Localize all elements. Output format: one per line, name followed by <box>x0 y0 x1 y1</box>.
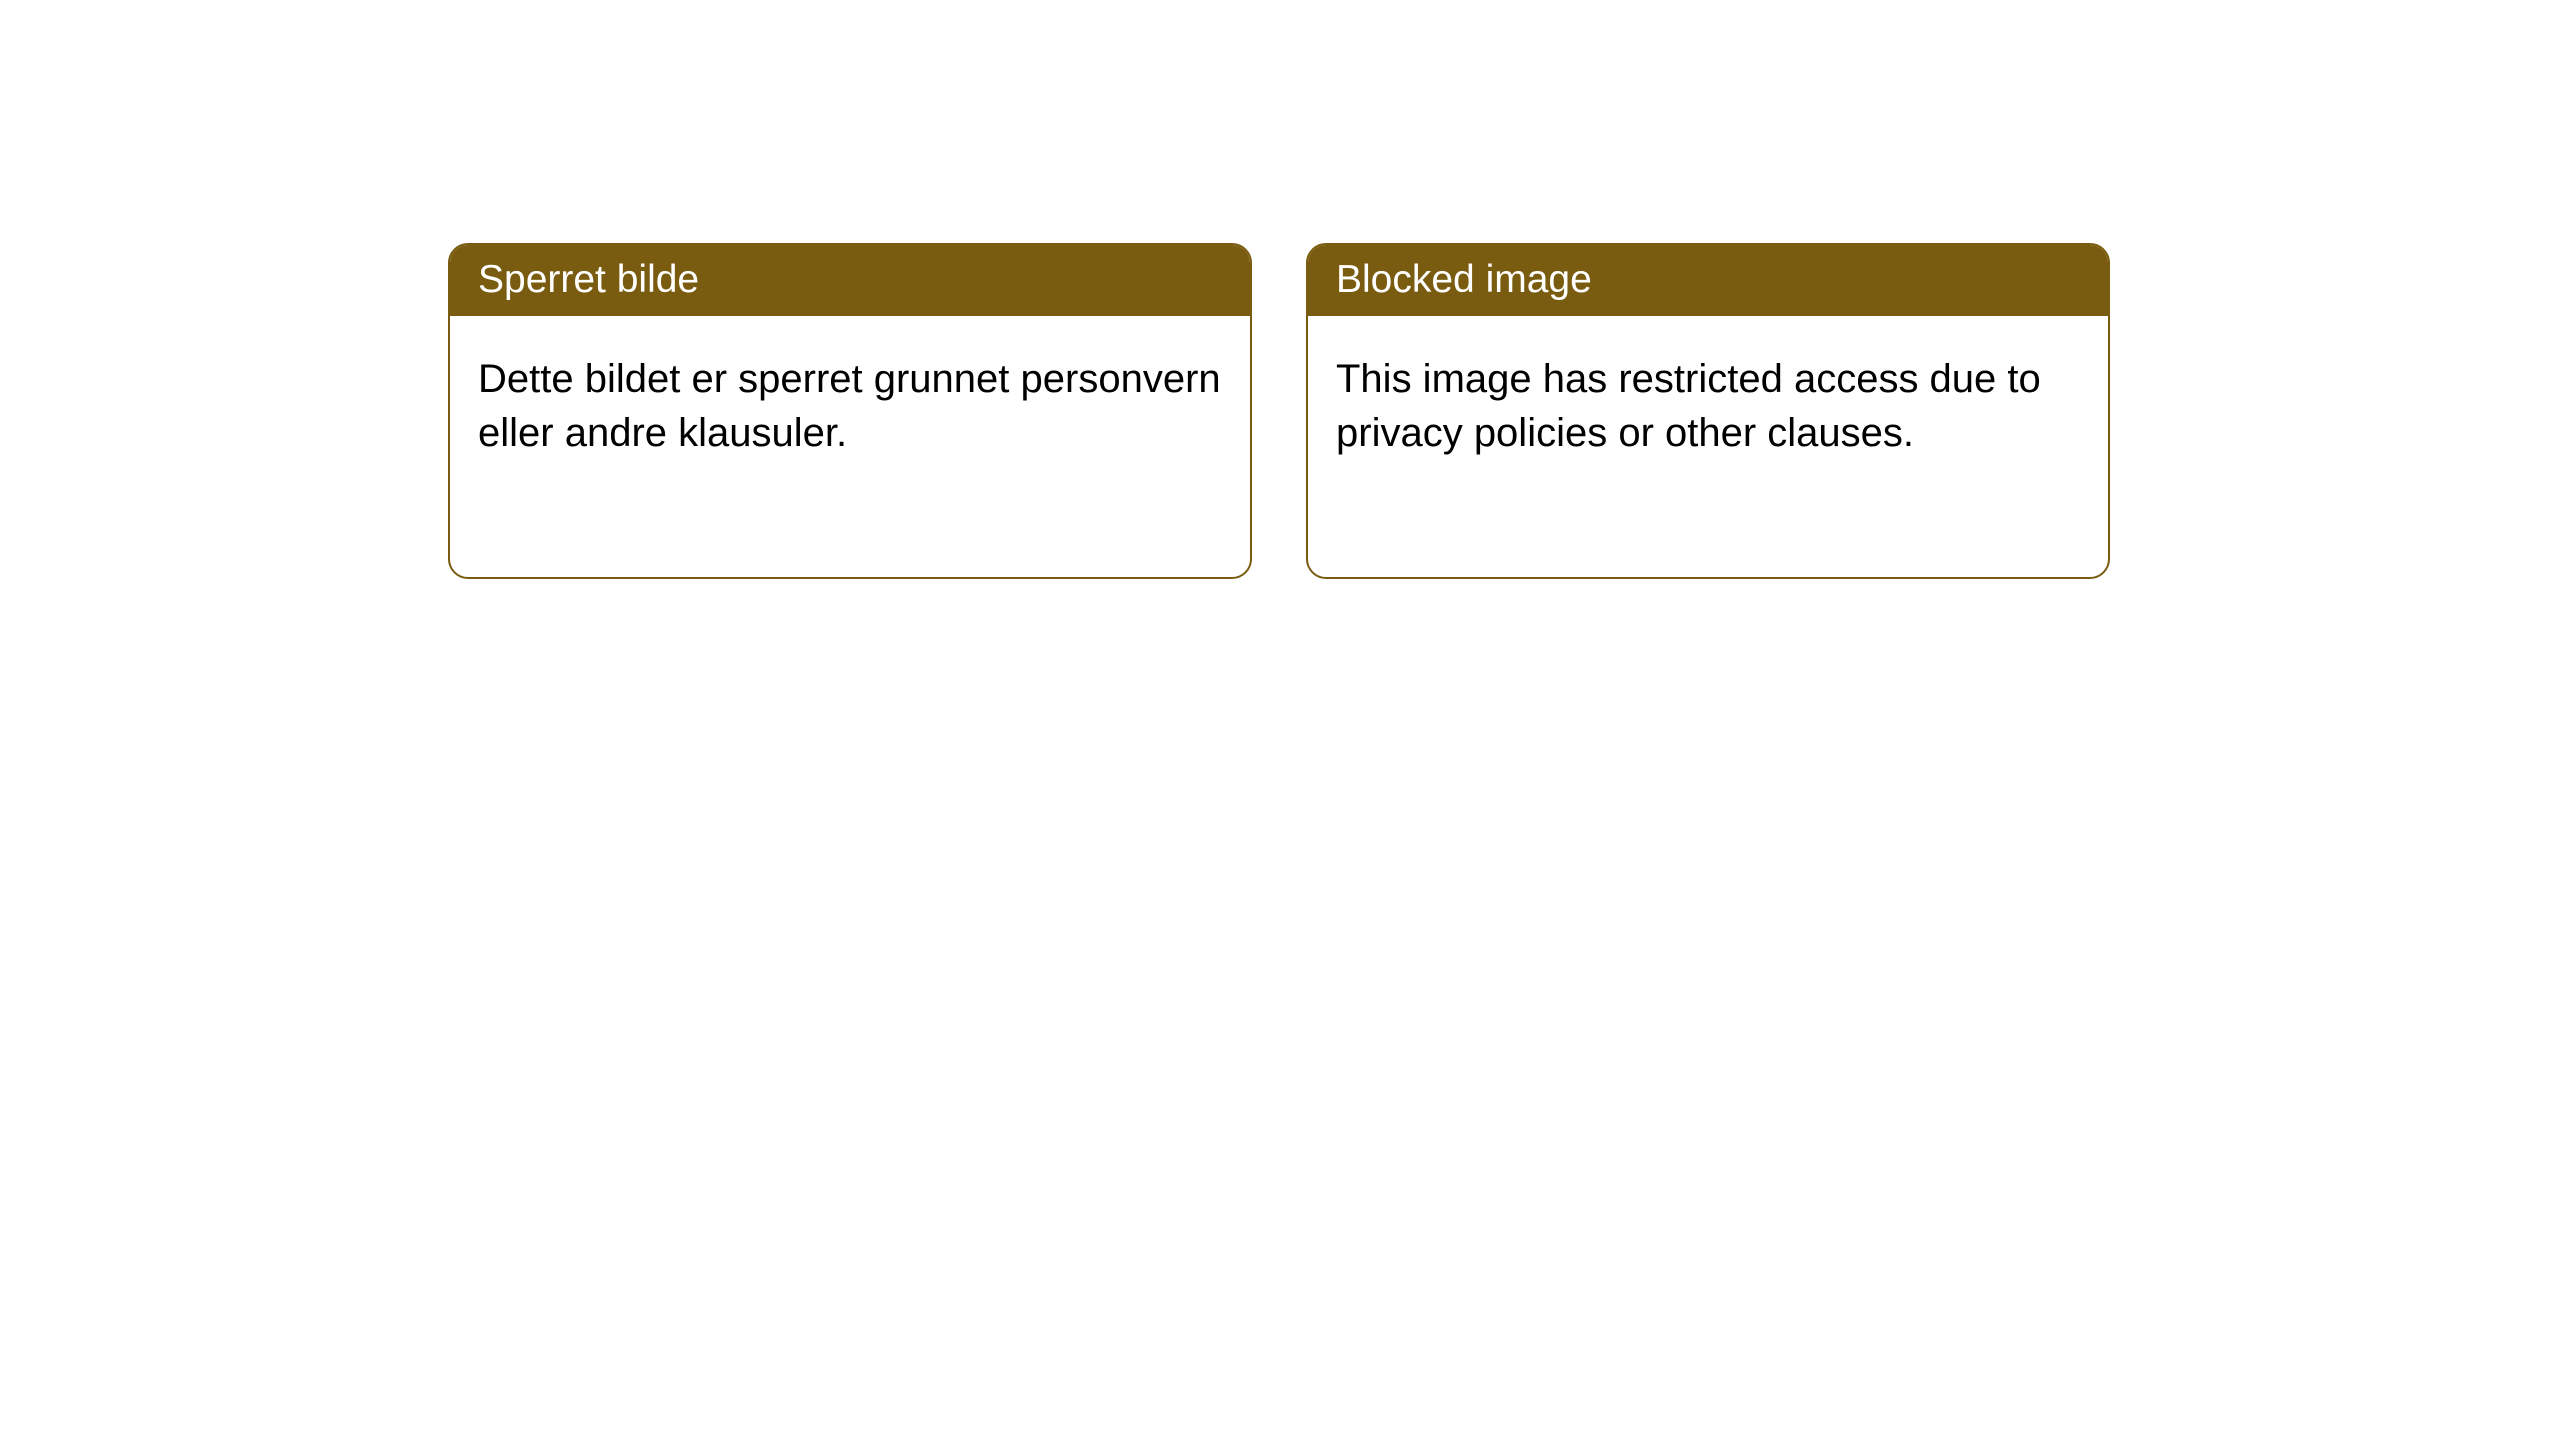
notice-card-header: Sperret bilde <box>450 245 1250 316</box>
notice-card-body: Dette bildet er sperret grunnet personve… <box>450 316 1250 496</box>
notice-card-header: Blocked image <box>1308 245 2108 316</box>
notice-card-norwegian: Sperret bilde Dette bildet er sperret gr… <box>448 243 1252 579</box>
notice-card-english: Blocked image This image has restricted … <box>1306 243 2110 579</box>
notice-card-body: This image has restricted access due to … <box>1308 316 2108 496</box>
notice-container: Sperret bilde Dette bildet er sperret gr… <box>448 243 2110 579</box>
